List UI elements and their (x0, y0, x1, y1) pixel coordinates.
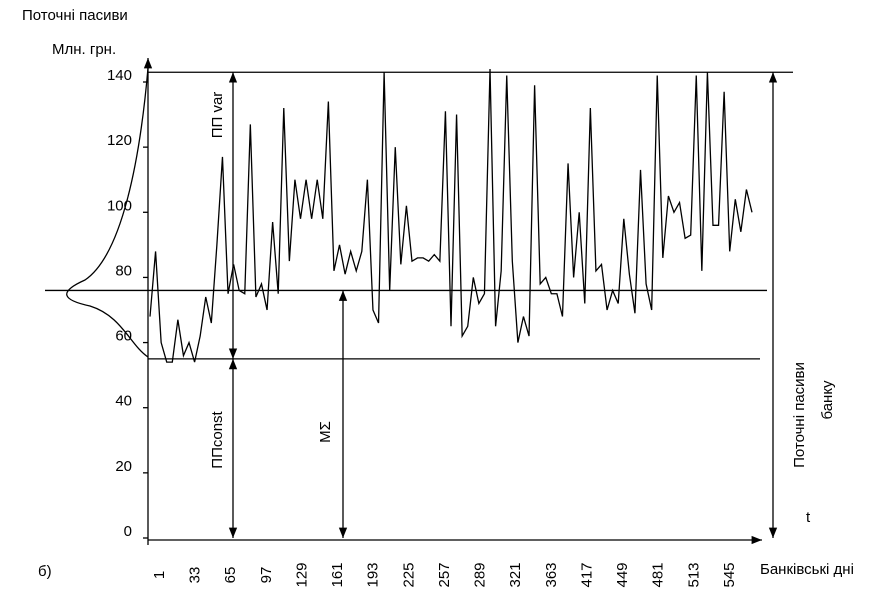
y-tick-label: 120 (107, 132, 132, 149)
x-tick-label: 33 (187, 567, 204, 584)
x-axis-label: Банківські дні (760, 561, 854, 578)
x-tick-label: 129 (293, 562, 310, 587)
distribution-curve (66, 67, 149, 358)
annotation: банку (819, 380, 836, 420)
x-tick-label: 545 (721, 562, 738, 587)
annotation: ППconst (209, 410, 226, 468)
annotation: MΣ (317, 421, 334, 443)
x-tick-label: 321 (507, 562, 524, 587)
x-tick-label: 289 (472, 562, 489, 587)
y-tick-label: 60 (115, 328, 132, 345)
y-tick-label: 0 (124, 523, 132, 540)
x-tick-label: 481 (650, 562, 667, 587)
y-axis-label: Млн. грн. (52, 41, 116, 58)
annotation: ПП var (209, 92, 226, 139)
x-tick-label: 193 (365, 562, 382, 587)
y-tick-label: 140 (107, 67, 132, 84)
x-tick-label: 417 (578, 562, 595, 587)
y-tick-label: 20 (115, 458, 132, 475)
x-tick-label: 513 (685, 562, 702, 587)
data-line (149, 68, 753, 363)
x-tick-label: 449 (614, 562, 631, 587)
y-tick-label: 40 (115, 393, 132, 410)
x-tick-label: 363 (543, 562, 560, 587)
x-tick-label: 257 (436, 562, 453, 587)
x-axis-symbol: t (806, 509, 811, 526)
x-tick-label: 225 (400, 562, 417, 587)
panel-label: б) (38, 563, 52, 580)
chart-title: Поточні пасиви (22, 7, 128, 24)
y-tick-label: 100 (107, 197, 132, 214)
x-tick-label: 65 (222, 567, 239, 584)
x-tick-label: 97 (258, 567, 275, 584)
x-tick-label: 161 (329, 562, 346, 587)
annotation: Поточні пасиви (791, 362, 808, 468)
x-tick-label: 1 (151, 571, 168, 579)
y-tick-label: 80 (115, 262, 132, 279)
